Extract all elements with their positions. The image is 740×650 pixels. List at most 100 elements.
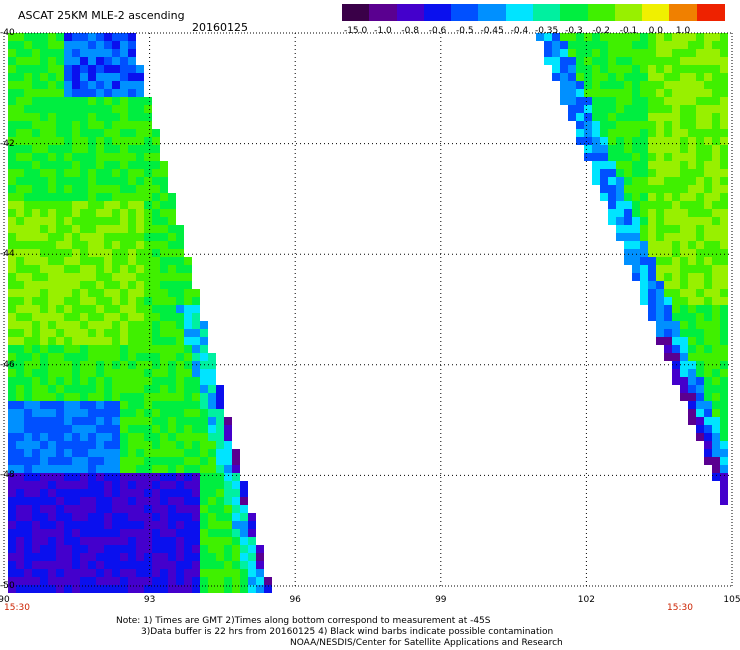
swath-cell xyxy=(688,401,696,409)
swath-cell xyxy=(176,241,184,249)
swath-cell xyxy=(640,177,648,185)
swath-cell xyxy=(664,321,672,329)
colorbar-segment xyxy=(451,4,479,21)
swath-cell xyxy=(144,201,152,209)
swath-cell xyxy=(128,473,136,481)
note-line-3: NOAA/NESDIS/Center for Satellite Applica… xyxy=(290,638,563,648)
swath-cell xyxy=(200,337,208,345)
swath-cell xyxy=(160,225,168,233)
colorbar-tick-label: -0.6 xyxy=(428,26,447,36)
swath-cell xyxy=(120,73,128,81)
swath-cell xyxy=(32,353,40,361)
swath-cell xyxy=(656,217,664,225)
swath-cell xyxy=(160,201,168,209)
swath-cell xyxy=(16,209,24,217)
swath-cell xyxy=(656,33,664,41)
swath-cell xyxy=(136,113,144,121)
swath-cell xyxy=(24,393,32,401)
swath-cell xyxy=(88,465,96,473)
swath-cell xyxy=(152,337,160,345)
swath-cell xyxy=(624,161,632,169)
swath-cell xyxy=(704,433,712,441)
swath-cell xyxy=(24,465,32,473)
swath-cell xyxy=(144,473,152,481)
swath-cell xyxy=(32,321,40,329)
swath-cell xyxy=(16,273,24,281)
swath-cell xyxy=(24,297,32,305)
swath-cell xyxy=(40,337,48,345)
swath-cell xyxy=(120,177,128,185)
swath-cell xyxy=(648,137,656,145)
swath-cell xyxy=(104,569,112,577)
swath-cell xyxy=(96,513,104,521)
swath-cell xyxy=(88,169,96,177)
swath-cell xyxy=(184,577,192,585)
swath-cell xyxy=(144,265,152,273)
colorbar-tick-label: -1.0 xyxy=(374,26,392,36)
swath-cell xyxy=(176,401,184,409)
swath-cell xyxy=(648,105,656,113)
swath-cell xyxy=(184,385,192,393)
swath-cell xyxy=(568,113,576,121)
swath-cell xyxy=(32,305,40,313)
swath-cell xyxy=(584,89,592,97)
swath-cell xyxy=(80,209,88,217)
swath-cell xyxy=(136,241,144,249)
swath-cell xyxy=(160,185,168,193)
swath-cell xyxy=(104,417,112,425)
swath-cell xyxy=(80,585,88,593)
swath-cell xyxy=(48,137,56,145)
swath-cell xyxy=(168,465,176,473)
swath-cell xyxy=(168,409,176,417)
swath-cell xyxy=(152,449,160,457)
swath-cell xyxy=(96,569,104,577)
swath-cell xyxy=(112,529,120,537)
swath-cell xyxy=(136,257,144,265)
swath-cell xyxy=(696,57,704,65)
swath-cell xyxy=(24,481,32,489)
swath-cell xyxy=(16,569,24,577)
swath-cell xyxy=(560,57,568,65)
swath-cell xyxy=(80,481,88,489)
swath-cell xyxy=(96,489,104,497)
swath-cell xyxy=(88,401,96,409)
swath-cell xyxy=(48,561,56,569)
swath-cell xyxy=(120,281,128,289)
swath-cell xyxy=(136,233,144,241)
swath-cell xyxy=(616,161,624,169)
swath-cell xyxy=(608,113,616,121)
swath-cell xyxy=(688,281,696,289)
swath-cell xyxy=(616,121,624,129)
swath-cell xyxy=(704,345,712,353)
swath-cell xyxy=(64,505,72,513)
swath-cell xyxy=(96,337,104,345)
swath-cell xyxy=(632,161,640,169)
swath-cell xyxy=(136,457,144,465)
swath-cell xyxy=(712,313,720,321)
swath-cell xyxy=(696,65,704,73)
swath-cell xyxy=(72,425,80,433)
swath-cell xyxy=(184,409,192,417)
swath-cell xyxy=(64,457,72,465)
swath-cell xyxy=(192,441,200,449)
swath-cell xyxy=(152,185,160,193)
swath-cell xyxy=(128,129,136,137)
swath-cell xyxy=(552,33,560,41)
swath-cell xyxy=(152,441,160,449)
swath-cell xyxy=(136,97,144,105)
swath-cell xyxy=(648,113,656,121)
swath-cell xyxy=(120,433,128,441)
swath-cell xyxy=(600,121,608,129)
swath-cell xyxy=(192,537,200,545)
swath-cell xyxy=(216,481,224,489)
swath-cell xyxy=(72,409,80,417)
swath-cell xyxy=(600,97,608,105)
swath-cell xyxy=(112,577,120,585)
swath-cell xyxy=(8,65,16,73)
swath-cell xyxy=(40,265,48,273)
swath-cell xyxy=(8,553,16,561)
swath-cell xyxy=(600,105,608,113)
swath-cell xyxy=(96,529,104,537)
swath-cell xyxy=(88,201,96,209)
colorbar-segment xyxy=(533,4,561,21)
